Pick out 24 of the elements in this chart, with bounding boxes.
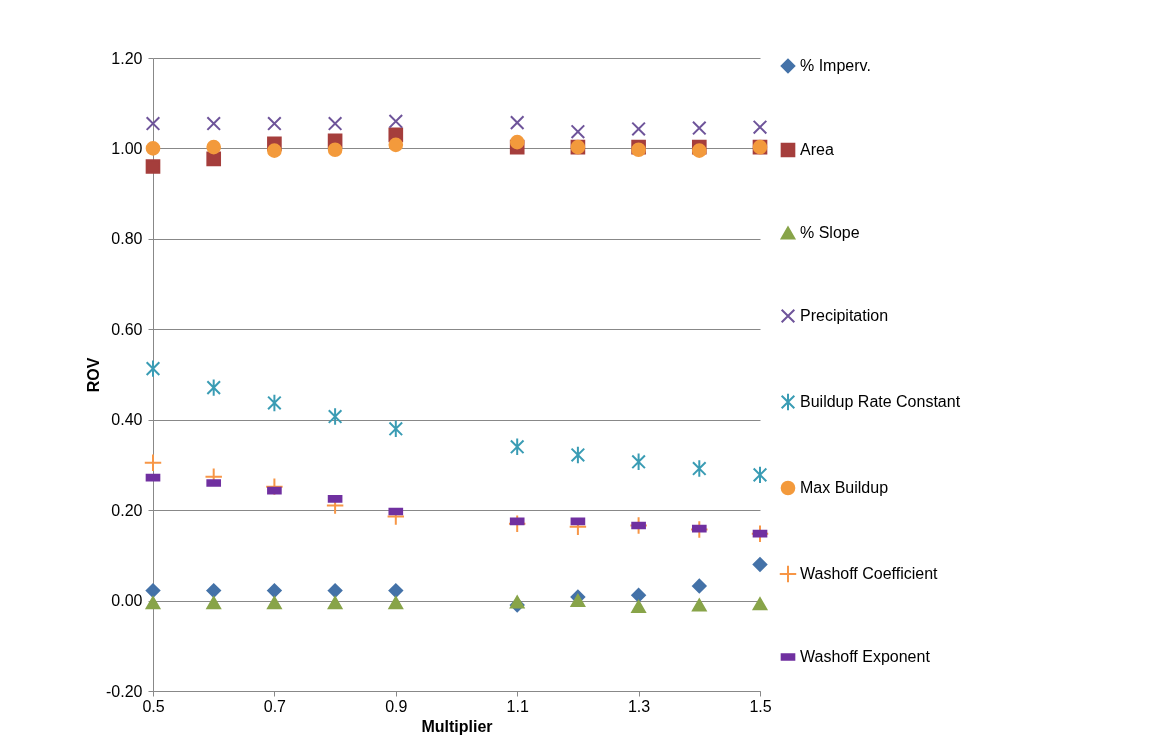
- x-tick-label: 1.1: [506, 697, 529, 715]
- y-axis-title: ROV: [85, 357, 103, 393]
- x-tick-label: 1.5: [749, 697, 772, 715]
- x-tick-label: 0.5: [142, 697, 165, 715]
- y-tick-label: 0.00: [111, 592, 143, 610]
- legend-label: Area: [800, 141, 834, 158]
- legend-label: % Slope: [800, 224, 860, 241]
- x-tick-label: 1.3: [627, 697, 651, 715]
- legend-label: Max Buildup: [800, 479, 889, 496]
- y-tick-label: 0.80: [111, 230, 143, 248]
- legend-label: Washoff Coefficient: [800, 565, 939, 582]
- y-tick-label: 0.60: [111, 320, 143, 338]
- x-tick-label: 0.9: [385, 697, 408, 715]
- y-tick-label: 1.00: [111, 139, 143, 157]
- x-tick-label: 0.7: [263, 697, 287, 715]
- legend-label: % Imperv.: [800, 57, 871, 74]
- y-tick-label: -0.20: [106, 682, 143, 700]
- y-tick-label: 0.40: [111, 411, 143, 429]
- y-tick-label: 0.20: [111, 501, 143, 519]
- x-axis-title: Multiplier: [421, 717, 493, 735]
- legend-label: Washoff Exponent: [800, 648, 931, 665]
- legend-label: Buildup Rate Constant: [800, 393, 961, 410]
- legend-label: Precipitation: [800, 307, 889, 324]
- y-tick-label: 1.20: [111, 49, 143, 67]
